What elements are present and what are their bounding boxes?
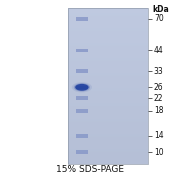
Bar [76, 17, 88, 21]
Bar [76, 49, 88, 52]
Text: 15% SDS-PAGE: 15% SDS-PAGE [56, 165, 124, 174]
Text: 10: 10 [154, 148, 163, 157]
Bar [76, 109, 88, 112]
Text: 18: 18 [154, 106, 163, 115]
Bar [76, 69, 88, 73]
Bar [76, 134, 88, 138]
Text: kDa: kDa [152, 4, 169, 14]
Text: 14: 14 [154, 131, 163, 140]
Bar [76, 86, 88, 89]
Ellipse shape [75, 84, 89, 91]
Text: 70: 70 [154, 14, 164, 23]
Text: 26: 26 [154, 83, 163, 92]
Text: 22: 22 [154, 94, 163, 103]
Ellipse shape [74, 83, 90, 91]
Bar [68, 8, 148, 164]
Bar [76, 150, 88, 154]
Bar [76, 96, 88, 100]
Text: 33: 33 [154, 67, 164, 76]
Ellipse shape [72, 82, 92, 93]
Text: 44: 44 [154, 46, 164, 55]
